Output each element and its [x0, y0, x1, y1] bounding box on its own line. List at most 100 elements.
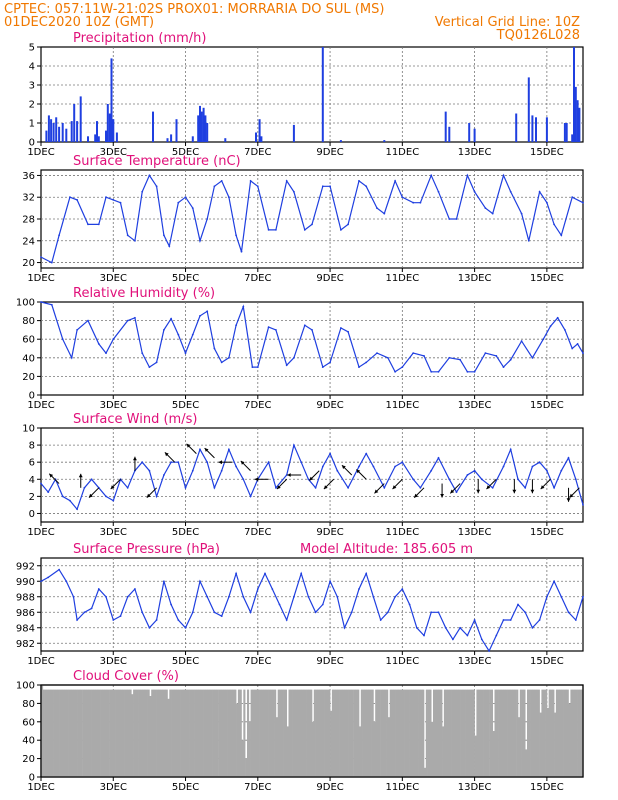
data-point: [105, 352, 107, 354]
data-point: [582, 201, 584, 204]
cloud-bar: [274, 689, 277, 777]
cloud-bar: [275, 717, 279, 777]
cloud-bar: [218, 689, 221, 777]
data-point: [177, 619, 180, 621]
cloud-bar: [525, 749, 528, 777]
data-point: [564, 329, 566, 331]
cloud-bar: [404, 689, 407, 777]
data-point: [531, 465, 534, 468]
cloud-bar: [378, 689, 381, 777]
data-point: [58, 234, 60, 237]
data-point: [220, 469, 223, 472]
data-point: [256, 185, 259, 188]
data-point: [321, 185, 324, 188]
x-tick-label: 15DEC: [530, 527, 564, 538]
x-tick-label: 11DEC: [385, 782, 419, 793]
cloud-bar: [306, 689, 309, 777]
data-point: [509, 619, 512, 621]
x-tick-label: 13DEC: [458, 656, 492, 667]
data-point: [502, 619, 505, 621]
data-point: [249, 180, 252, 182]
data-point: [275, 486, 277, 489]
y-tick-label: 0: [29, 773, 35, 784]
data-point: [567, 457, 570, 459]
cloud-bar: [348, 689, 351, 777]
cloud-bar: [247, 689, 250, 777]
data-point: [87, 223, 89, 226]
data-point: [76, 508, 78, 511]
data-point: [582, 595, 584, 598]
data-point: [329, 185, 331, 188]
cloud-bar: [474, 735, 477, 777]
data-point: [455, 218, 458, 220]
cloud-bar: [107, 689, 110, 777]
cloud-bar: [55, 689, 58, 777]
cloud-bar: [140, 689, 143, 777]
precip-bar: [115, 132, 118, 142]
cloud-bar: [68, 689, 71, 777]
x-tick-label: 13DEC: [458, 782, 492, 793]
y-tick-label: 8: [29, 441, 35, 452]
cloud-bar: [447, 689, 450, 777]
data-point: [473, 370, 476, 373]
cloud-bar: [290, 689, 293, 777]
data-point: [336, 469, 339, 472]
x-tick-label: 15DEC: [530, 782, 564, 793]
cloud-bar: [346, 689, 349, 777]
cloud-bar: [293, 689, 297, 777]
data-point: [347, 223, 349, 226]
cloud-bar: [489, 689, 492, 777]
cloud-bar: [100, 689, 103, 777]
cloud-bar: [387, 717, 391, 777]
data-point: [191, 333, 194, 336]
data-point: [321, 465, 324, 468]
cloud-bar: [301, 689, 304, 777]
x-tick-label: 5DEC: [172, 527, 199, 538]
data-point: [347, 486, 349, 489]
data-point: [430, 174, 433, 177]
data-point: [163, 329, 165, 331]
cloud-bar: [552, 689, 555, 777]
data-point: [358, 588, 360, 590]
cloud-bar: [351, 689, 354, 777]
cloud-bar: [377, 689, 380, 777]
cloud-bar: [80, 689, 83, 777]
data-point: [466, 474, 469, 476]
cloud-bar: [115, 689, 118, 777]
cloud-bar: [225, 689, 228, 777]
cloud-bar: [48, 689, 51, 777]
data-line: [40, 443, 584, 511]
data-point: [112, 199, 115, 201]
data-point: [321, 603, 324, 606]
panel-3: 1DEC 3DEC 5DEC 7DEC 9DEC 11DEC 13DEC 15DEC 0 20 40…: [16, 286, 584, 411]
cloud-bar: [405, 689, 409, 777]
data-point: [206, 461, 209, 464]
data-point: [452, 638, 454, 641]
cloud-bar: [53, 689, 56, 777]
cloud-bar: [313, 689, 316, 777]
x-tick-label: 13DEC: [458, 273, 492, 284]
data-point: [340, 327, 342, 329]
cloud-bar: [384, 689, 387, 777]
panel-frame-top: [40, 684, 584, 778]
cloud-bar: [422, 689, 425, 777]
data-point: [376, 352, 378, 354]
data-point: [242, 595, 245, 598]
wind-arrow-head: [254, 477, 259, 482]
cloud-bar: [171, 689, 174, 777]
x-tick-label: 15DEC: [530, 147, 564, 158]
data-point: [387, 611, 389, 614]
cloud-bar: [82, 689, 85, 777]
cloud-bar: [196, 689, 199, 777]
cloud-bar: [44, 689, 47, 777]
y-tick-label: 32: [22, 193, 35, 204]
y-tick-label: 0: [29, 509, 35, 520]
cloud-bar: [402, 689, 405, 777]
data-point: [502, 174, 505, 177]
data-point: [401, 588, 404, 590]
cloud-bar: [259, 689, 262, 777]
precip-bar: [96, 121, 98, 142]
cloud-bar: [581, 689, 584, 777]
cloud-bar: [438, 689, 441, 777]
x-tick-label: 9DEC: [316, 273, 343, 284]
